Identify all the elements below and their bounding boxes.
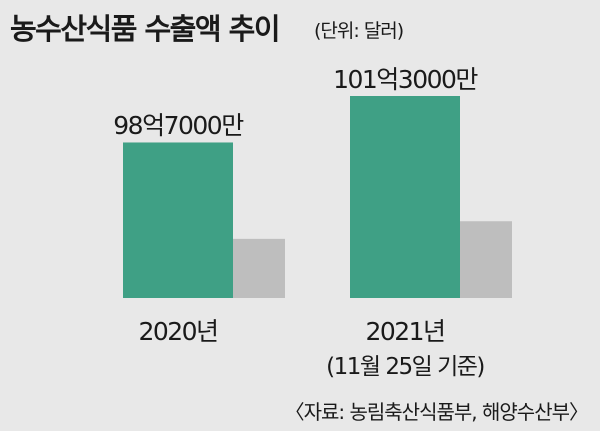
bar-shadow-0 — [233, 238, 285, 298]
category-label-2020: 2020년 — [138, 317, 219, 346]
source-note: 〈자료: 농림축산식품부, 해양수산부〉 — [284, 400, 589, 424]
value-label-2020: 98억7000만 — [113, 111, 244, 141]
unit-label: (단위: 달러) — [314, 20, 404, 42]
value-label-2021: 101억3000만 — [333, 65, 478, 94]
bar-2020년 — [123, 142, 233, 298]
bar-shadow-1 — [460, 221, 512, 298]
chart-title: 농수산식품 수출액 추이 — [10, 12, 281, 46]
category-label-2021: 2021년 — [365, 317, 446, 346]
category-note-2021: (11월 25일 기준) — [326, 354, 485, 380]
bar-2021년 — [350, 96, 460, 298]
